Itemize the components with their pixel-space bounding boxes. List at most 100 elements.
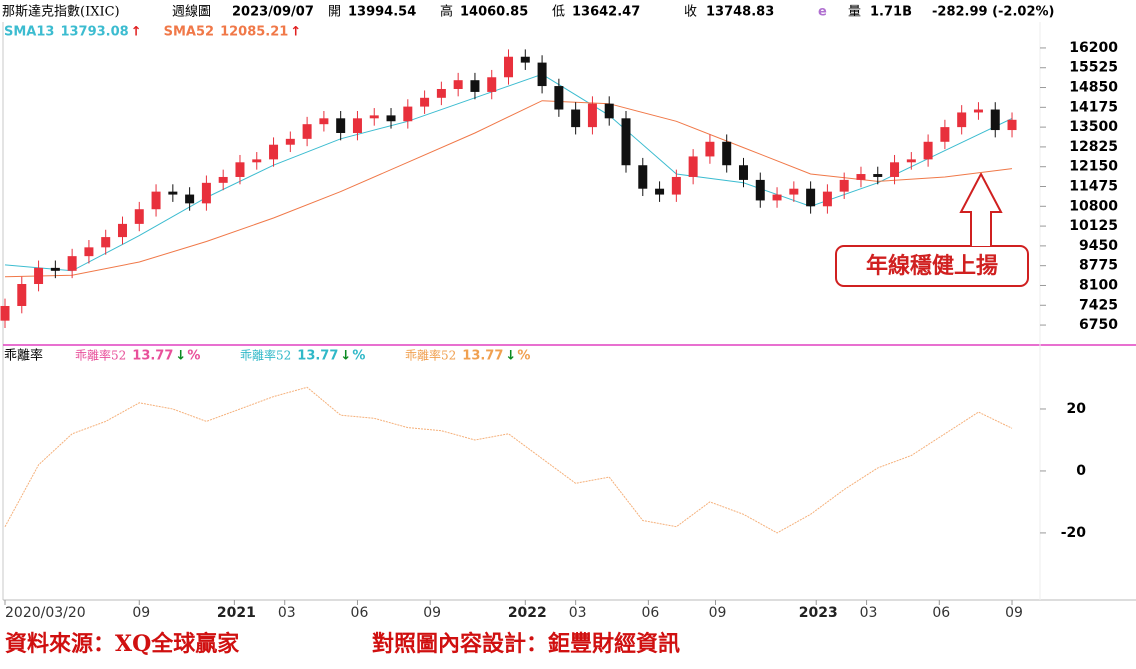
candle-body [201,182,211,204]
annotation-arrow [959,171,1003,246]
x-tick-label: 09 [1005,605,1023,621]
candle-body [101,237,111,248]
legend-unit: % [352,349,365,364]
legend-arrow: ↓ [505,349,516,364]
candle-body [571,109,581,128]
y-tick-label: 10800 [1069,198,1118,214]
candle-body [722,141,732,166]
candle-body [906,159,916,163]
candle-body [117,223,127,238]
candle-body [285,138,295,145]
candle-body [638,165,648,189]
candle-body [755,179,765,201]
y-tick-label: 14175 [1069,99,1118,115]
legend-value: 13.77 [132,349,173,364]
x-tick-label: 03 [278,605,296,621]
y-tick-label: 8775 [1079,258,1118,274]
candle-body [50,267,60,271]
y-tick-label: -20 [1061,525,1087,541]
close-value: 13748.83 [706,5,774,20]
candle-body [134,209,144,224]
candle-body [453,80,463,89]
candle-body [369,115,379,119]
candle-body [17,284,27,306]
y-tick-label: 16200 [1069,40,1118,56]
candle-body [34,267,44,285]
candle-body [822,191,832,207]
annotation-box [835,245,1029,287]
open-label: 開 [328,5,341,20]
y-tick-label: 6750 [1079,317,1118,333]
candle-body [890,162,900,177]
x-tick-label: 2023 [799,605,838,621]
legend-name: SMA13 [4,25,54,40]
candle-body [504,56,514,78]
candle-body [554,86,564,110]
high-value: 14060.85 [460,5,528,20]
candle-body [470,80,480,92]
y-tick-label: 15525 [1069,60,1118,76]
candle-body [84,247,94,257]
x-tick-label: 2022 [508,605,547,621]
legend-name: SMA52 [164,25,214,40]
candle-body [655,188,665,195]
candle-body [688,156,698,177]
legend-name: 乖離率52 [240,348,291,363]
change: -282.99 (-2.02%) [932,5,1054,20]
x-tick-label: 06 [932,605,950,621]
volume-value: 1.71B [870,5,912,20]
candle-body [403,106,413,122]
candle-body [940,127,950,142]
x-tick-label: 2020/03/20 [5,605,86,621]
annotation-text: 年線穩健上揚 [866,253,998,279]
candle-body [806,188,816,207]
candle-body [336,118,346,133]
candle-body [923,141,933,160]
footer-source: 資料來源：XQ全球贏家 [5,631,240,657]
candle-body [352,118,362,133]
legend-value: 12085.21 [220,25,288,40]
candle-body [319,118,329,125]
candle-body [839,179,849,192]
legend-value: 13793.08 [60,25,128,40]
legend-unit: % [187,349,200,364]
candle-body [789,188,799,195]
x-tick-label: 2021 [217,605,256,621]
estimate-flag: e [818,5,827,20]
deviation-line [4,386,1013,534]
y-tick-label: 12150 [1069,159,1118,175]
candle-body [604,103,614,119]
low-value: 13642.47 [572,5,640,20]
symbol: 那斯達克指數(IXIC) [2,5,120,20]
period: 週線圖 [172,4,211,20]
candle-body [218,176,228,183]
x-tick-label: 06 [351,605,369,621]
legend-arrow: ↑ [290,25,301,40]
candle-body [235,162,245,177]
x-tick-label: 09 [423,605,441,621]
footer-credit: 對照圖內容設計：鉅豐財經資訊 [372,631,680,657]
candle-body [168,191,178,195]
open-value: 13994.54 [348,5,416,20]
candle-body [0,305,10,321]
candle-body [587,103,597,128]
candle-body [856,174,866,180]
candle-body [772,194,782,201]
candle-body [973,109,983,113]
legend-name: 乖離率52 [75,348,126,363]
candle-body [269,144,279,160]
y-tick-label: 9450 [1079,238,1118,254]
candle-body [1007,119,1017,131]
candle-body [302,124,312,139]
candle-body [957,112,967,128]
candle-body [520,56,530,63]
annotation: 年線穩健上揚 [835,171,1029,287]
y-tick-label: 10125 [1069,218,1118,234]
candle-body [436,88,446,98]
candle-body [67,256,77,271]
y-tick-label: 8100 [1079,277,1118,293]
x-tick-label: 06 [641,605,659,621]
y-tick-label: 0 [1076,463,1086,479]
legend-value: 13.77 [297,349,338,364]
